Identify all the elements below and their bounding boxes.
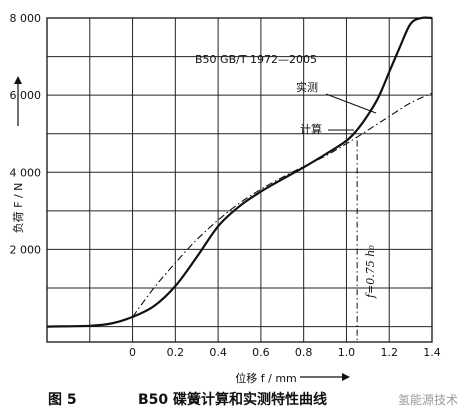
x-tick-label: 0.4 [209, 346, 227, 359]
x-axis-arrowhead [342, 373, 350, 381]
y-axis-title: 负荷 F / N [11, 183, 25, 234]
x-tick-label: 1.4 [423, 346, 441, 359]
figure-title: B50 碟簧计算和实测特性曲线 [138, 391, 327, 408]
y-axis-arrowhead [14, 76, 22, 84]
x-tick-labels: 0 0.2 0.4 0.6 0.8 1.0 1.2 1.4 [129, 346, 441, 359]
x-tick-label: 0.6 [252, 346, 270, 359]
x-tick-label: 0.8 [295, 346, 313, 359]
series-line-measured [46, 16, 433, 328]
annotation-measured-leader [325, 93, 377, 114]
reference-line-label: f=0.75 h₀ [364, 245, 377, 299]
y-tick-labels: 2 000 4 000 6 000 8 000 [10, 12, 42, 256]
x-tick-label: 0.2 [167, 346, 185, 359]
x-tick-label: 1.0 [338, 346, 356, 359]
x-axis-title: 位移 f / mm [235, 371, 297, 385]
x-tick-label: 1.2 [380, 346, 398, 359]
y-tick-label: 6 000 [10, 89, 42, 102]
series-line-calculated [132, 92, 433, 318]
series-group [46, 16, 433, 328]
y-tick-label: 2 000 [10, 243, 42, 256]
y-tick-label: 4 000 [10, 166, 42, 179]
plot-frame [46, 17, 433, 343]
y-tick-label: 8 000 [10, 12, 42, 25]
annotation-calculated-label: 计算 [300, 122, 322, 136]
standard-label: B50 GB/T 1972—2005 [195, 53, 317, 66]
annotation-measured-label: 实测 [296, 80, 318, 94]
watermark: 氢能源技术 [398, 392, 458, 407]
x-tick-label: 0 [129, 346, 136, 359]
figure-number: 图 5 [48, 392, 77, 408]
plot-border [46, 17, 433, 343]
grid-lines [46, 17, 433, 342]
